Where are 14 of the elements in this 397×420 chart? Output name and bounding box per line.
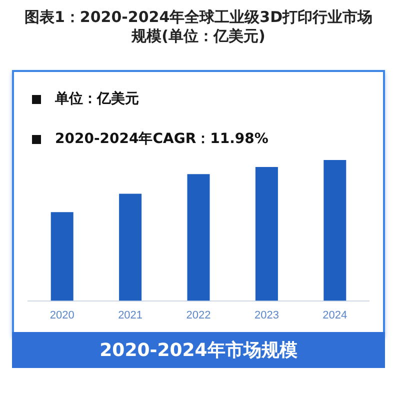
x-tick-label: 2022 (186, 309, 211, 322)
text: 单位：亿美元 (55, 90, 139, 108)
x-tick-label: 2023 (254, 309, 279, 322)
x-tick-label: 2021 (118, 309, 143, 322)
bar (119, 194, 142, 301)
bar (50, 212, 74, 301)
x-tick-label: 2024 (322, 309, 348, 322)
bar (187, 174, 210, 301)
chart-title: 图表1：2020-2024年全球工业级3D打印行业市场规模(单位：亿美元) (23, 8, 374, 46)
bar (324, 160, 346, 301)
x-axis-title: 2020-2024年市场规模 (12, 332, 385, 368)
bar (255, 167, 278, 301)
text: 2020-2024年CAGR：11.98% (55, 130, 268, 148)
x-tick-label: 2020 (50, 309, 74, 322)
